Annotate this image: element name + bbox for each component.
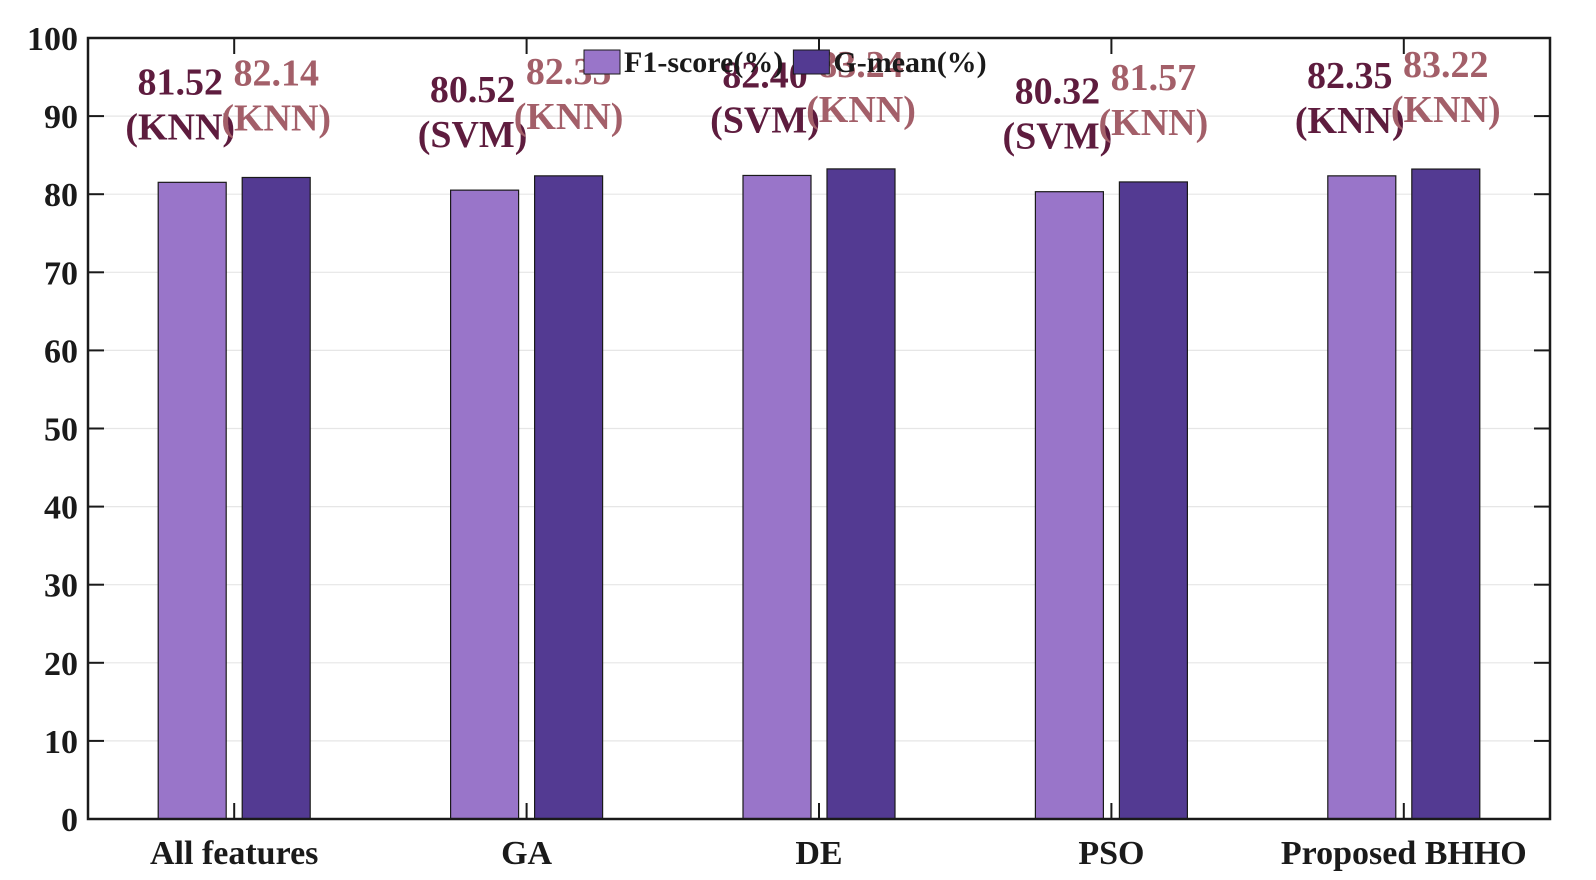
- data-label-value: 81.57: [1111, 57, 1197, 99]
- bar-f1-2: [742, 174, 812, 820]
- x-tick-label: All features: [150, 835, 318, 872]
- y-tick-label: 30: [44, 568, 78, 605]
- data-label-classifier: (SVM): [1003, 116, 1113, 158]
- bar-f1-0: [157, 181, 227, 820]
- bar-f1-1: [450, 189, 520, 820]
- y-tick-label: 80: [44, 177, 78, 214]
- y-tick-label: 40: [44, 490, 78, 527]
- legend: F1-score(%) G-mean(%): [583, 46, 987, 79]
- legend-swatch-gmean: [792, 49, 830, 75]
- data-labels: 81.52(KNN)82.14(KNN)80.52(SVM)82.35(KNN)…: [125, 44, 1500, 158]
- y-tick-label: 10: [44, 724, 78, 761]
- data-label-value: 81.52: [137, 61, 223, 103]
- axis-ticks: 0 10 20 30 40 50 60 70 80 90 100 All features GA DE PS…: [27, 21, 1550, 872]
- x-tick-label: GA: [501, 835, 552, 872]
- gridlines: [88, 115, 1550, 742]
- bar-f1-3: [1034, 191, 1105, 820]
- data-label-value: 80.52: [430, 69, 516, 111]
- data-label-classifier: (KNN): [1391, 89, 1501, 131]
- data-label-value: 80.32: [1015, 71, 1101, 113]
- data-label-classifier: (KNN): [125, 106, 235, 148]
- data-label-classifier: (KNN): [1099, 102, 1209, 144]
- legend-label-gmean: G-mean(%): [833, 46, 986, 79]
- y-tick-label: 50: [44, 412, 78, 449]
- y-tick-label: 60: [44, 333, 78, 370]
- data-label-classifier: (KNN): [221, 97, 331, 139]
- x-tick-label: PSO: [1078, 835, 1144, 872]
- bars: [157, 168, 1481, 820]
- data-label-classifier: (SVM): [710, 99, 820, 141]
- data-label-value: 82.14: [233, 52, 319, 94]
- x-tick-label: DE: [795, 835, 842, 872]
- y-tick-label: 0: [61, 802, 78, 839]
- y-tick-label: 20: [44, 646, 78, 683]
- data-label-value: 83.24: [818, 44, 904, 86]
- bar-f1-4: [1327, 175, 1397, 820]
- data-label-classifier: (KNN): [514, 96, 624, 138]
- bar-gmean-0: [241, 176, 311, 820]
- bar-gmean-2: [826, 168, 896, 820]
- data-label-value: 83.22: [1403, 44, 1489, 86]
- data-label-classifier: (SVM): [418, 114, 528, 156]
- y-tick-label: 70: [44, 255, 78, 292]
- data-label-value: 82.35: [1307, 55, 1393, 97]
- bar-gmean-3: [1118, 181, 1189, 820]
- legend-swatch-f1: [583, 49, 621, 75]
- y-tick-label: 90: [44, 99, 78, 136]
- legend-label-f1: F1-score(%): [624, 46, 783, 79]
- data-label-classifier: (KNN): [806, 89, 916, 131]
- data-label-classifier: (KNN): [1295, 100, 1405, 142]
- x-tick-label: Proposed BHHO: [1281, 835, 1527, 872]
- y-tick-label: 100: [27, 21, 78, 58]
- bar-gmean-4: [1411, 168, 1481, 820]
- bar-gmean-1: [533, 175, 604, 820]
